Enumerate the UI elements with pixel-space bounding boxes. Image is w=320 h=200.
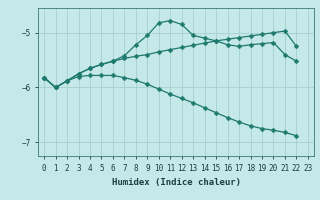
X-axis label: Humidex (Indice chaleur): Humidex (Indice chaleur) — [111, 178, 241, 187]
